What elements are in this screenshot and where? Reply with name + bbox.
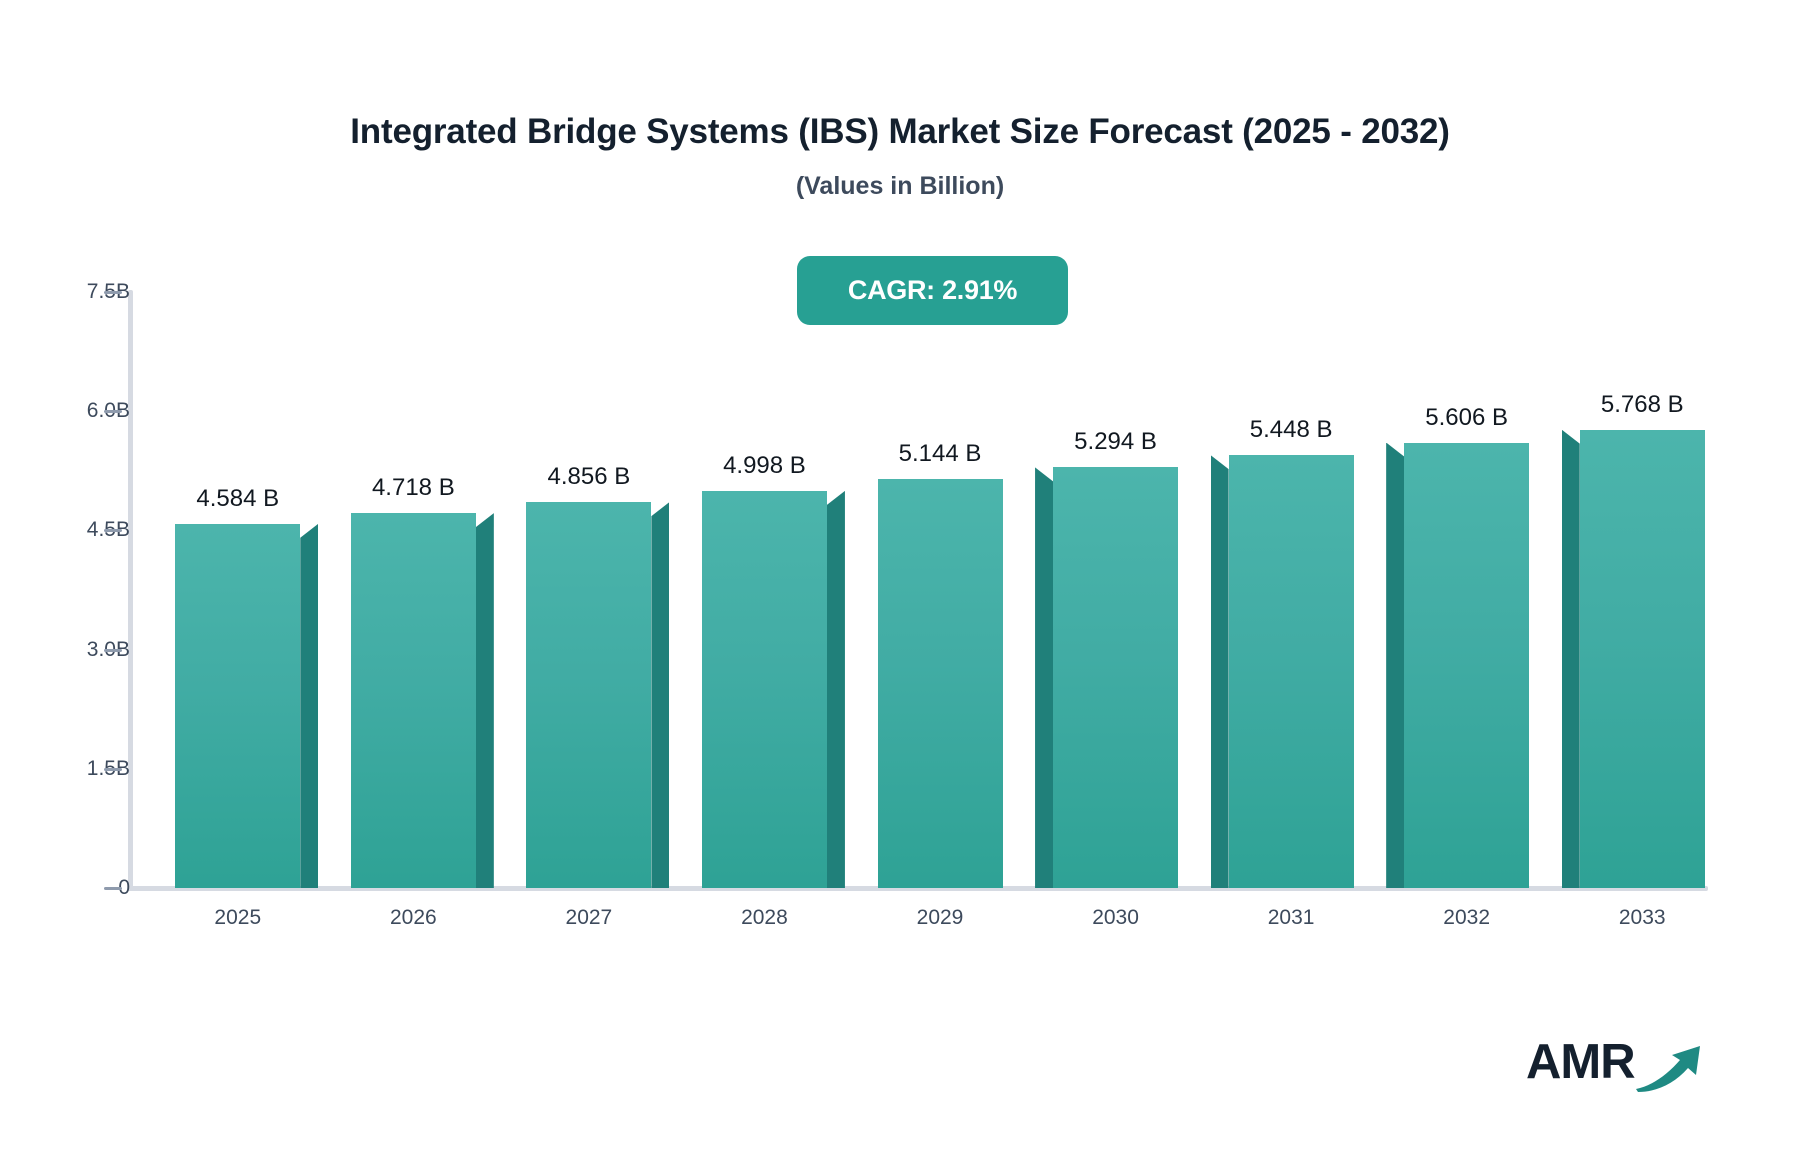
x-axis-label-2032: 2032	[1443, 906, 1491, 929]
bar-value-label: 5.448 B	[1249, 416, 1333, 444]
bar-value-label: 4.718 B	[371, 474, 455, 502]
bar-front-face	[1404, 442, 1530, 888]
bar-value-label: 5.768 B	[1600, 390, 1684, 418]
bar-front-face	[1053, 467, 1179, 888]
y-axis-tick-mark	[104, 410, 122, 414]
bar-2026: 4.718 B	[350, 474, 494, 888]
bar-side-face	[1386, 442, 1405, 888]
bar-side-face	[1210, 455, 1229, 888]
cagr-badge-label: CAGR: 2.91%	[847, 275, 1018, 305]
bar-2028: 4.998 B	[701, 452, 845, 888]
bar-value-label: 5.294 B	[1074, 428, 1157, 456]
bar-side-face	[300, 523, 319, 888]
bar-2033: 5.768 B	[1561, 391, 1705, 888]
bar-front-face	[526, 502, 652, 888]
x-axis-label-2025: 2025	[214, 906, 262, 929]
amr-logo-text: AMR	[1526, 1035, 1636, 1089]
x-axis-label-2028: 2028	[741, 906, 788, 929]
bar-value-label: 4.998 B	[723, 451, 806, 479]
plot-area: 4.584 B 4.718 B 4.856 B 4.998 B 5.144 B 5.294…	[130, 292, 1710, 888]
y-axis-tick-group: 7.5B 6.0B 4.5B 3.0B 1.5B 0	[0, 0, 130, 1156]
cagr-badge: CAGR: 2.91%	[797, 256, 1068, 325]
chart-title: Integrated Bridge Systems (IBS) Market S…	[350, 112, 1450, 151]
bar-side-face	[651, 502, 670, 888]
bar-front-face	[1579, 429, 1705, 888]
bar-front-face	[701, 490, 827, 888]
bar-2030: 5.294 B	[1035, 428, 1179, 888]
y-axis-tick-mark	[104, 887, 122, 890]
bar-side-face	[1035, 467, 1054, 888]
bar-front-face	[877, 479, 1003, 888]
bar-value-label: 4.856 B	[547, 463, 631, 491]
y-axis-tick-mark	[104, 648, 122, 652]
bar-side-face	[1561, 429, 1580, 888]
bar-2029: 5.144 B	[877, 440, 1003, 888]
bar-2027: 4.856 B	[526, 463, 670, 888]
amr-logo: AMR	[1526, 1034, 1700, 1096]
bar-side-face	[475, 513, 494, 888]
y-axis-tick-label: 0	[118, 876, 130, 899]
x-axis-line	[128, 886, 1708, 891]
bar-front-face	[175, 523, 301, 888]
x-axis-label-2030: 2030	[1092, 906, 1139, 929]
bar-side-face	[826, 490, 845, 888]
x-axis-label-2033: 2033	[1618, 906, 1666, 929]
x-axis-label-2029: 2029	[916, 906, 964, 929]
bar-value-label: 5.144 B	[898, 440, 982, 468]
bar-value-label: 4.584 B	[196, 484, 280, 512]
x-axis-label-2027: 2027	[565, 906, 613, 929]
y-axis-tick-mark	[104, 291, 122, 294]
bar-front-face	[1228, 455, 1354, 888]
y-axis-tick-mark	[104, 529, 122, 533]
bar-2031: 5.448 B	[1210, 416, 1354, 888]
x-axis-label-group: 2025 2026 2027 2028 2029 2030 2031 2032 2033	[130, 886, 1710, 946]
y-axis-line	[128, 290, 133, 890]
growth-arrow-icon	[1636, 1046, 1700, 1092]
bar-front-face	[350, 513, 476, 888]
x-axis-label-2026: 2026	[389, 906, 437, 929]
x-axis-label-2031: 2031	[1267, 906, 1315, 929]
chart-subtitle: (Values in Billion)	[795, 172, 1005, 200]
bar-2025: 4.584 B	[175, 485, 319, 888]
bar-value-label: 5.606 B	[1425, 403, 1509, 431]
y-axis-tick-mark	[104, 767, 122, 771]
bar-2032: 5.606 B	[1386, 404, 1530, 888]
